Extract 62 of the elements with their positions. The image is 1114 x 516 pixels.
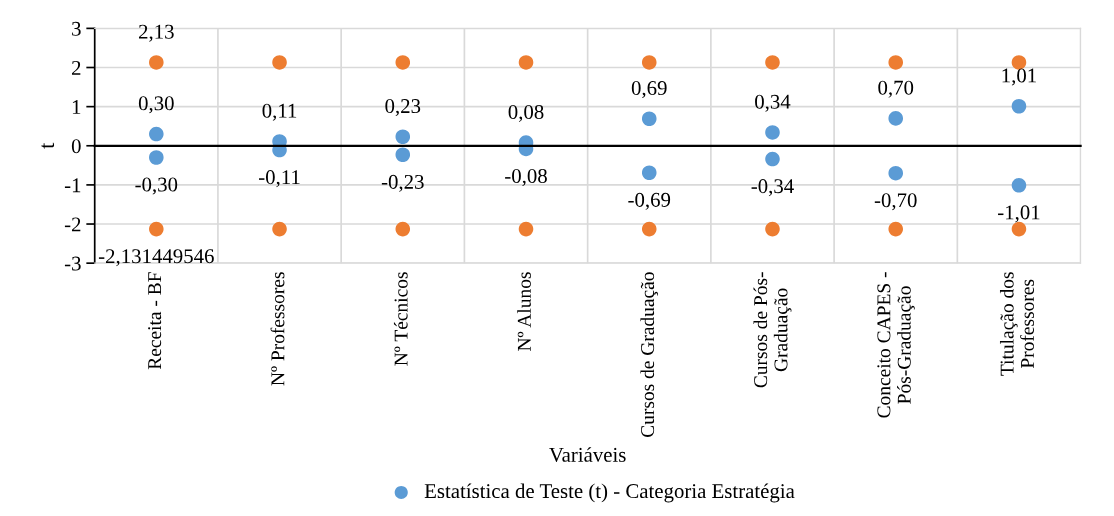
- point: [765, 221, 780, 237]
- data-label: 0,23: [385, 99, 421, 117]
- data-label: -0,11: [259, 170, 300, 188]
- point: [641, 165, 657, 181]
- point: [272, 55, 287, 70]
- point: [888, 221, 904, 237]
- point: [272, 221, 287, 237]
- data-label: 0,69: [631, 81, 667, 99]
- y-tick-label: -2: [64, 217, 81, 232]
- y-tick-label: -3: [64, 256, 81, 271]
- data-label: 1,01: [1002, 68, 1036, 86]
- x-tick-label: Nº Alunos: [517, 272, 531, 351]
- data-label: -1,01: [998, 205, 1040, 223]
- point: [641, 55, 657, 70]
- point: [395, 147, 411, 163]
- point: [888, 165, 904, 181]
- point: [149, 150, 164, 165]
- data-label: 0,11: [262, 103, 297, 121]
- data-label: 0,70: [878, 80, 914, 98]
- point: [765, 125, 780, 140]
- x-axis-title: Variáveis: [549, 447, 626, 462]
- data-label: -0,34: [751, 179, 794, 197]
- x-tick-label: Titulação dos Professores: [999, 272, 1034, 376]
- data-label: -0,69: [628, 192, 671, 210]
- point: [149, 55, 164, 70]
- y-tick-label: 3: [72, 21, 81, 36]
- y-tick-label: 1: [72, 100, 81, 114]
- data-label: -0,30: [135, 177, 178, 195]
- data-label: -0,23: [381, 174, 424, 192]
- point: [395, 55, 411, 70]
- point: [518, 55, 534, 70]
- point: [641, 111, 657, 127]
- point: [888, 55, 904, 70]
- x-tick-label: Nº Professores: [270, 272, 285, 386]
- data-label: -0,70: [874, 193, 917, 211]
- y-axis-title: t: [41, 142, 55, 149]
- data-label: -0,08: [505, 168, 547, 186]
- x-tick-label: Cursos de Pós- Graduação: [753, 272, 792, 388]
- data-label: 2,13: [138, 24, 174, 42]
- point: [888, 111, 904, 126]
- point: [765, 151, 780, 167]
- x-tick-label: Receita - BF: [148, 272, 162, 370]
- y-tick-label: 2: [71, 60, 81, 75]
- y-tick-label: -1: [64, 178, 81, 193]
- point: [395, 129, 411, 145]
- point: [765, 55, 780, 70]
- data-label: 0,34: [755, 94, 791, 112]
- point: [1011, 178, 1027, 193]
- point: [1011, 98, 1027, 114]
- legend-label: Estatística de Teste (t) - Categoria Estratégia: [424, 483, 795, 503]
- x-tick-label: Conceito CAPES - Pós-Graduação: [877, 272, 915, 418]
- data-label: 0,08: [508, 104, 544, 122]
- data-label: 0,30: [138, 96, 174, 114]
- point: [149, 221, 164, 237]
- y-tick-label: 0: [71, 139, 81, 154]
- point: [641, 221, 657, 237]
- point: [149, 126, 164, 142]
- x-tick-label: Cursos de Graduação: [640, 272, 659, 438]
- data-label: -2,131449546: [98, 249, 214, 267]
- point: [395, 221, 411, 237]
- point: [518, 221, 534, 237]
- x-tick-label: Nº Técnicos: [393, 272, 408, 366]
